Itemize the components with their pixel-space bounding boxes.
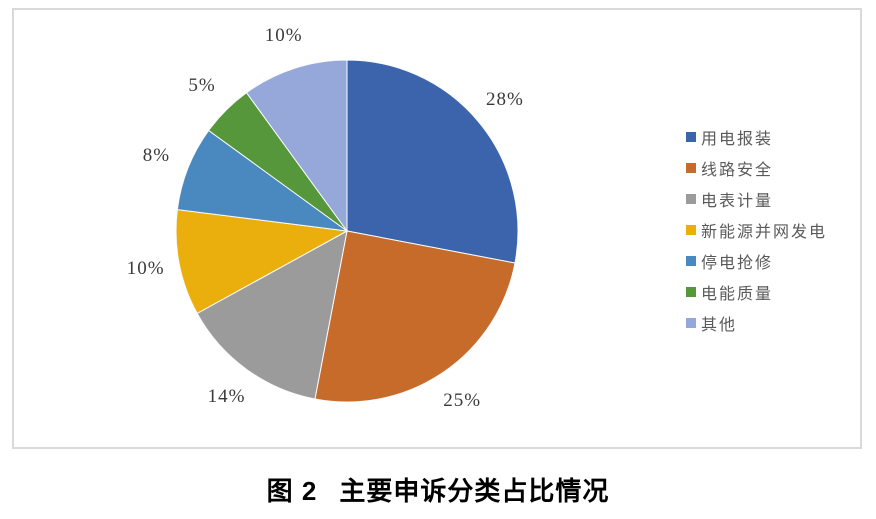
pie-slice-3: [196, 230, 348, 400]
legend-swatch-icon: [686, 286, 696, 297]
pie-slice-1: [346, 60, 518, 264]
figure-caption: 图 2 主要申诉分类占比情况: [0, 471, 876, 508]
legend-item-5: 停电抢修: [686, 245, 827, 276]
legend-item-4: 新能源并网发电: [686, 214, 827, 245]
legend-item-6: 电能质量: [686, 276, 827, 307]
legend-swatch-icon: [686, 131, 696, 142]
legend-label: 其他: [701, 316, 738, 334]
legend-item-1: 用电报装: [686, 121, 827, 152]
legend-swatch-icon: [686, 317, 696, 328]
legend-swatch-icon: [686, 162, 696, 173]
legend-label: 新能源并网发电: [701, 223, 828, 241]
legend-swatch-icon: [686, 224, 696, 235]
slice-percent-label-6: 5%: [188, 75, 216, 97]
slice-percent-label-5: 8%: [142, 144, 171, 166]
legend-label: 线路安全: [701, 161, 774, 179]
figure-title: 主要申诉分类占比情况: [339, 476, 610, 506]
slice-percent-label-3: 14%: [207, 385, 246, 407]
slice-percent-label-1: 28%: [486, 89, 524, 111]
legend-label: 用电报装: [701, 130, 774, 148]
pie-chart: [176, 60, 518, 402]
pie-slice-7: [245, 60, 348, 233]
legend-item-7: 其他: [686, 307, 827, 338]
pie-slice-2: [314, 230, 516, 402]
legend-label: 停电抢修: [701, 254, 774, 272]
pie-slice-4: [176, 209, 349, 315]
figure-number: 图 2: [266, 476, 318, 506]
slice-percent-label-2: 25%: [443, 389, 482, 411]
legend-swatch-icon: [686, 255, 696, 266]
legend-swatch-icon: [686, 193, 696, 204]
legend-label: 电能质量: [701, 285, 774, 303]
legend-item-2: 线路安全: [686, 152, 827, 183]
legend-label: 电表计量: [701, 192, 774, 210]
legend-item-3: 电表计量: [686, 183, 827, 214]
slice-percent-label-7: 10%: [264, 25, 303, 47]
chart-legend: 用电报装线路安全电表计量新能源并网发电 停电抢修电能质量其他: [686, 121, 827, 338]
slice-percent-label-4: 10%: [126, 258, 165, 280]
